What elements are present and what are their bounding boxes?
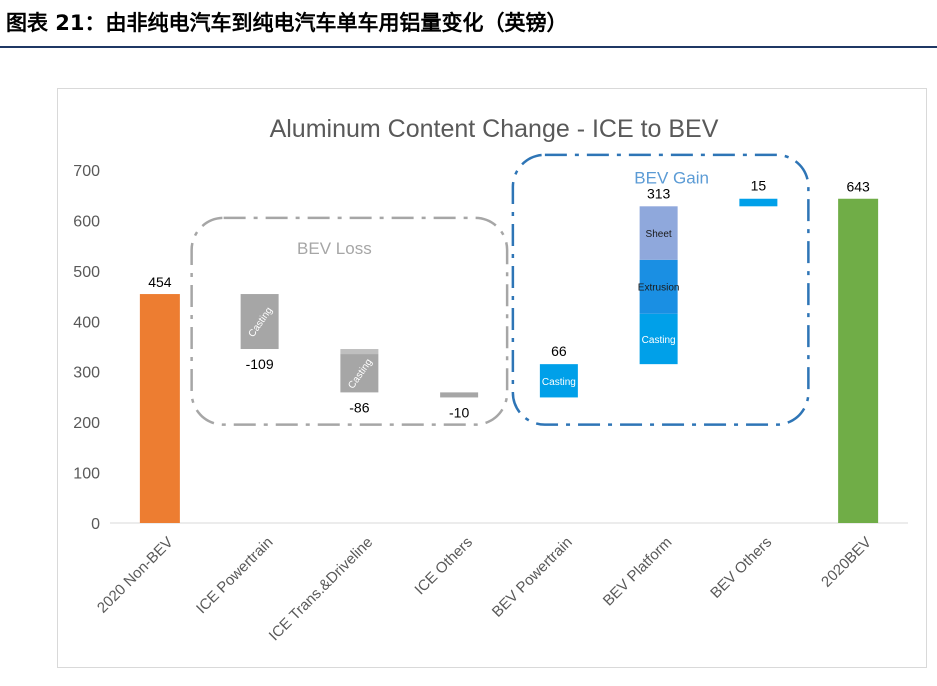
- bar-segment: [739, 198, 778, 207]
- data-label: 643: [846, 179, 870, 195]
- y-tick-label: 100: [73, 466, 100, 483]
- bar-segment: [539, 364, 578, 398]
- bar-total: [139, 294, 180, 523]
- bar-total: [838, 198, 879, 523]
- data-label: 66: [551, 343, 567, 359]
- bar-segment: [639, 206, 678, 260]
- x-tick-label: BEV Others: [707, 534, 775, 602]
- bev-loss-frame: [190, 216, 509, 426]
- bar-segment: [440, 392, 479, 398]
- x-tick-label: ICE Powertrain: [193, 534, 276, 617]
- y-tick-label: 700: [73, 163, 100, 180]
- segment-label: Extrusion: [638, 283, 680, 294]
- y-tick-label: 0: [91, 516, 100, 533]
- group-label-bev-loss: BEV Loss: [297, 239, 372, 258]
- x-tick-label: BEV Powertrain: [489, 534, 576, 621]
- segment-label: Sheet: [646, 229, 672, 240]
- data-label: 454: [148, 274, 172, 290]
- data-label: -10: [449, 404, 469, 420]
- y-tick-label: 300: [73, 365, 100, 382]
- x-tick-label: 2020BEV: [818, 534, 875, 591]
- bar-segment: [240, 294, 279, 350]
- x-tick-label: BEV Platform: [600, 534, 676, 610]
- x-tick-label: ICE Trans.&Driveline: [266, 534, 376, 644]
- y-tick-label: 600: [73, 213, 100, 230]
- data-label: -86: [349, 399, 369, 415]
- data-label: -109: [246, 356, 274, 372]
- bar-segment: [639, 313, 678, 365]
- bev-gain-frame: [511, 153, 810, 426]
- group-label-bev-gain: BEV Gain: [634, 169, 709, 188]
- figure-title: 图表 21：由非纯电汽车到纯电汽车单车用铝量变化（英镑）: [6, 11, 568, 35]
- x-tick-label: 2020 Non-BEV: [94, 534, 177, 617]
- y-tick-label: 400: [73, 314, 100, 331]
- segment-label: Casting: [542, 377, 576, 388]
- data-label: 313: [647, 185, 671, 201]
- chart-frame: [57, 88, 927, 668]
- header-rule: [0, 46, 937, 48]
- bar-segment: [340, 349, 379, 355]
- bar-segment: [639, 259, 678, 314]
- bar-segment: [340, 354, 379, 393]
- y-tick-label: 200: [73, 415, 100, 432]
- chart-title: Aluminum Content Change - ICE to BEV: [270, 115, 719, 143]
- x-tick-label: ICE Others: [411, 534, 475, 598]
- y-tick-label: 500: [73, 264, 100, 281]
- segment-label: Casting: [642, 335, 676, 346]
- figure-header: 图表 21：由非纯电汽车到纯电汽车单车用铝量变化（英镑）: [0, 0, 937, 48]
- data-label: 15: [751, 178, 767, 194]
